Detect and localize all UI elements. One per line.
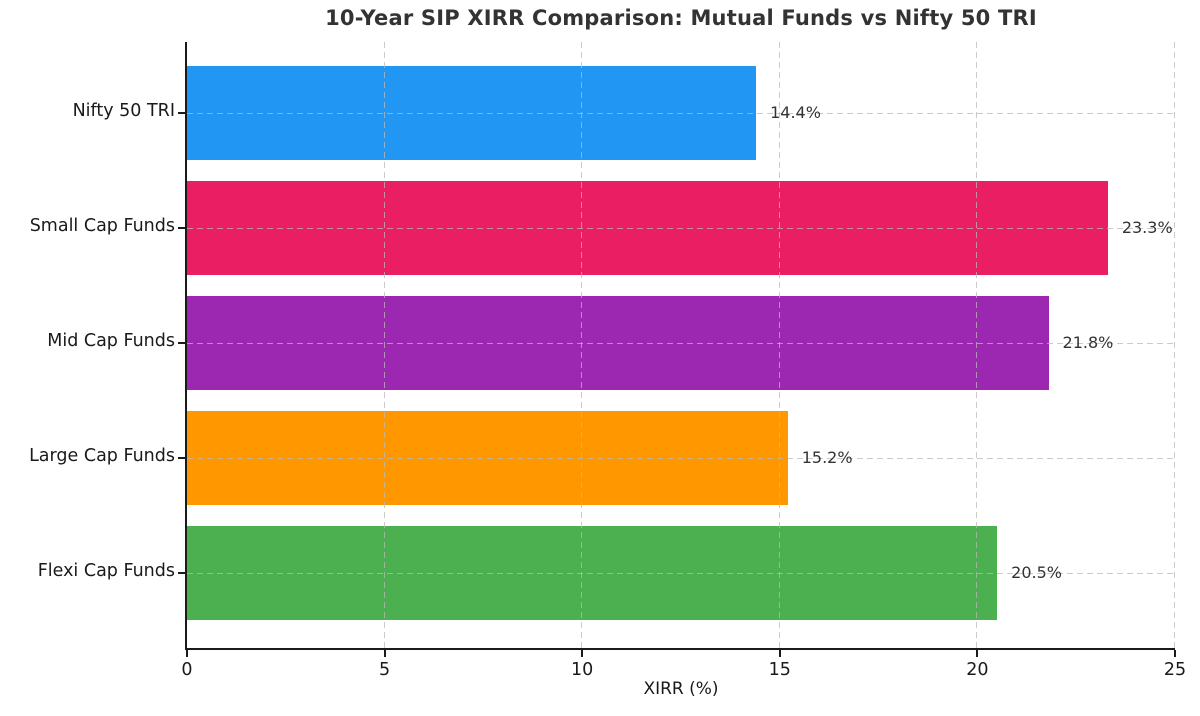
y-axis-category-label: Nifty 50 TRI [72, 101, 175, 121]
y-axis-category-label: Small Cap Funds [29, 216, 175, 236]
x-axis-tick-label: 15 [768, 660, 791, 680]
x-axis-tick [1174, 650, 1176, 657]
horizontal-gridline [187, 113, 1175, 114]
y-axis-tick [178, 342, 185, 344]
y-axis-tick [178, 227, 185, 229]
x-axis-tick-label: 20 [966, 660, 989, 680]
x-axis-tick-label: 10 [571, 660, 594, 680]
horizontal-gridline [187, 343, 1175, 344]
horizontal-gridline [187, 228, 1175, 229]
x-axis-label: XIRR (%) [643, 679, 719, 699]
bar-value-label: 20.5% [1011, 563, 1062, 582]
x-axis-tick [778, 650, 781, 657]
vertical-gridline [581, 42, 583, 648]
x-axis-tick-label: 25 [1163, 660, 1187, 680]
chart-title: 10-Year SIP XIRR Comparison: Mutual Fund… [325, 6, 1037, 30]
plot-area [185, 42, 1175, 650]
x-axis-tick [186, 650, 188, 657]
bar-value-label: 23.3% [1121, 218, 1173, 237]
vertical-gridline [383, 42, 385, 648]
x-axis-tick [581, 650, 584, 657]
bar-value-label: 14.4% [770, 103, 821, 122]
vertical-gridline [778, 42, 780, 648]
vertical-gridline [976, 42, 978, 648]
bar-value-label: 21.8% [1062, 333, 1114, 352]
horizontal-gridline [187, 573, 1175, 574]
y-axis-category-label: Large Cap Funds [29, 446, 175, 466]
vertical-gridline [1174, 42, 1175, 648]
x-axis-tick [976, 650, 979, 657]
x-axis-tick [383, 650, 386, 657]
horizontal-gridline [187, 458, 1175, 459]
bar-value-label: 15.2% [801, 448, 853, 467]
y-axis-tick [178, 112, 185, 114]
y-axis-category-label: Mid Cap Funds [47, 331, 175, 351]
x-axis-tick-label: 5 [379, 660, 391, 680]
y-axis-category-label: Flexi Cap Funds [37, 561, 175, 581]
y-axis-tick [178, 572, 185, 574]
x-axis-tick-label: 0 [181, 660, 193, 680]
y-axis-tick [178, 457, 185, 459]
